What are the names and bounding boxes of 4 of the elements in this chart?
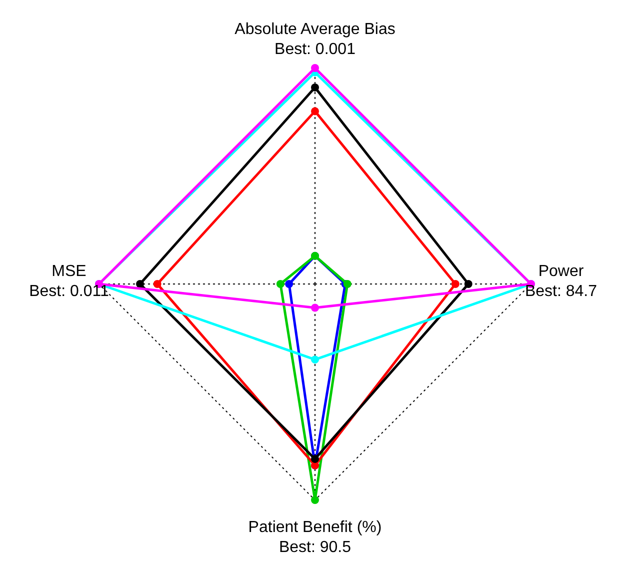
spoke-label: MSE Best: 0.011 [29, 263, 109, 300]
spoke-label: Power Best: 84.7 [524, 263, 598, 300]
spoke-label: Patient Benefit (%) Best: 90.5 [248, 519, 382, 556]
spoke-label: Absolute Average Bias Best: 0.001 [234, 21, 396, 58]
